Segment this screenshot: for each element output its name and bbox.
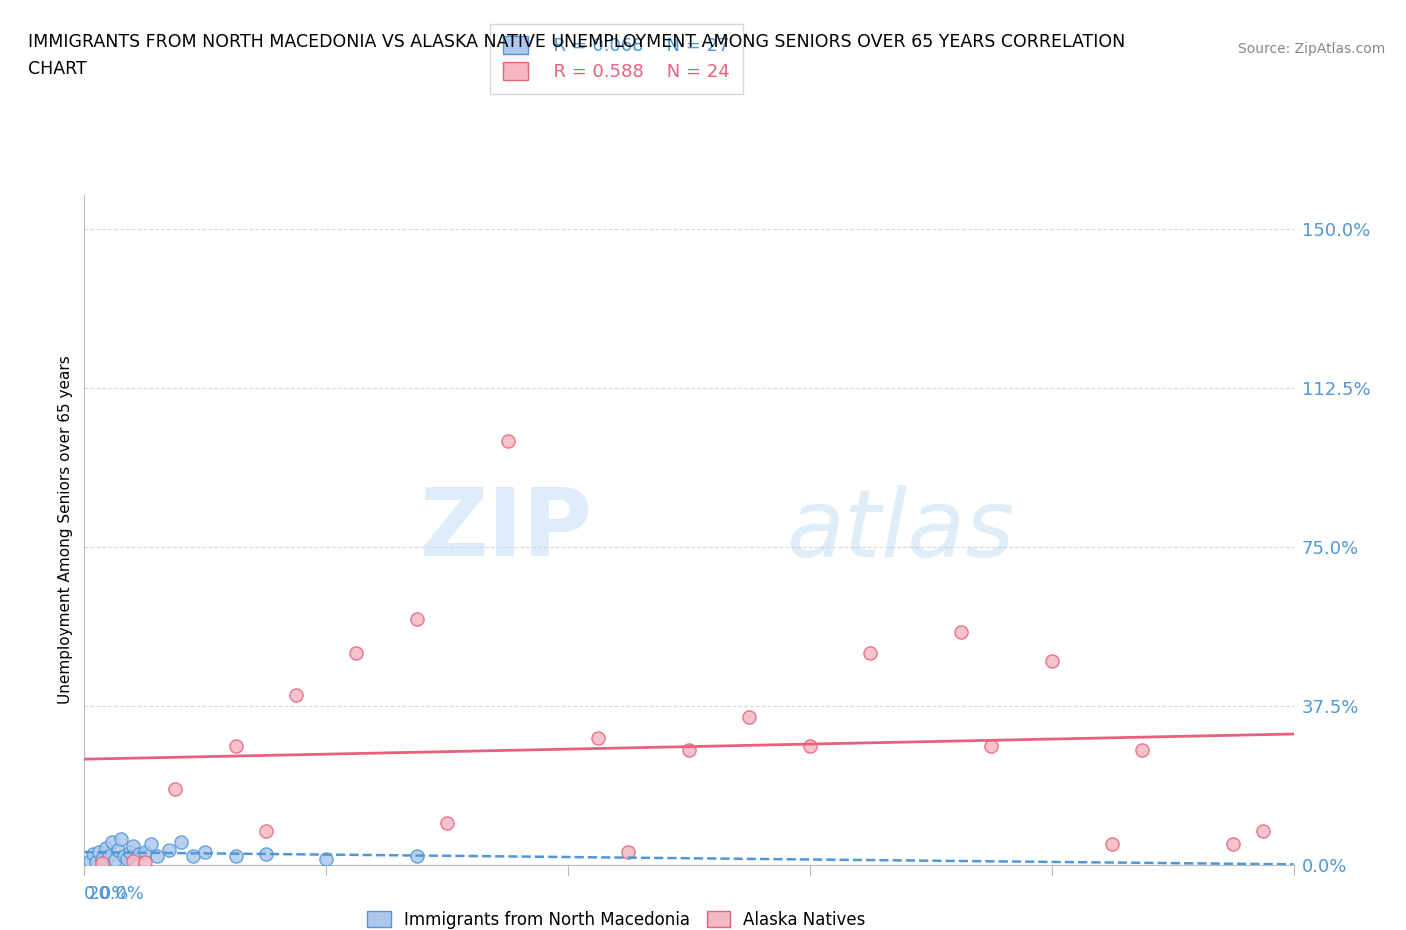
Point: [139, 836, 162, 851]
Text: IMMIGRANTS FROM NORTH MACEDONIA VS ALASKA NATIVE UNEMPLOYMENT AMONG SENIORS OVER: IMMIGRANTS FROM NORTH MACEDONIA VS ALASK…: [28, 33, 1125, 50]
Point: [79, 853, 101, 868]
Point: [118, 844, 141, 859]
Point: [980, 738, 1002, 753]
Point: [110, 832, 132, 847]
Point: [157, 843, 180, 857]
Point: [194, 844, 217, 859]
Point: [91, 851, 114, 866]
Point: [94, 841, 117, 856]
Point: [1222, 836, 1244, 851]
Point: [1253, 824, 1275, 839]
Point: [406, 612, 429, 627]
Point: [346, 645, 368, 660]
Point: [134, 844, 156, 859]
Point: [128, 847, 150, 862]
Point: [107, 843, 129, 857]
Text: ZIP: ZIP: [419, 485, 592, 576]
Point: [254, 824, 277, 839]
Point: [1101, 836, 1123, 851]
Point: [121, 853, 143, 868]
Point: [678, 743, 700, 758]
Point: [165, 781, 187, 796]
Text: atlas: atlas: [786, 485, 1014, 576]
Point: [91, 856, 114, 870]
Point: [588, 730, 610, 745]
Point: [315, 851, 337, 866]
Point: [121, 838, 143, 853]
Point: [950, 624, 973, 639]
Point: [112, 849, 135, 864]
Point: [225, 849, 247, 864]
Text: 20.0%: 20.0%: [89, 885, 145, 903]
Point: [89, 844, 111, 859]
Point: [799, 738, 821, 753]
Point: [86, 854, 108, 869]
Point: [146, 849, 169, 864]
Point: [859, 645, 882, 660]
Point: [170, 834, 193, 849]
Point: [254, 847, 277, 862]
Point: [100, 834, 122, 849]
Point: [82, 847, 104, 862]
Point: [406, 849, 429, 864]
Point: [134, 854, 156, 869]
Text: Source: ZipAtlas.com: Source: ZipAtlas.com: [1237, 42, 1385, 56]
Point: [225, 738, 247, 753]
Point: [285, 688, 308, 703]
Point: [496, 433, 519, 448]
Point: [436, 815, 458, 830]
Text: CHART: CHART: [28, 60, 87, 78]
Text: 0.0%: 0.0%: [84, 885, 129, 903]
Point: [738, 710, 761, 724]
Point: [97, 849, 120, 864]
Point: [1040, 654, 1063, 669]
Point: [104, 853, 127, 868]
Y-axis label: Unemployment Among Seniors over 65 years: Unemployment Among Seniors over 65 years: [58, 356, 73, 705]
Point: [617, 844, 640, 859]
Point: [1132, 743, 1154, 758]
Point: [115, 851, 138, 866]
Point: [181, 849, 204, 864]
Legend: Immigrants from North Macedonia, Alaska Natives: Immigrants from North Macedonia, Alaska …: [359, 902, 875, 930]
